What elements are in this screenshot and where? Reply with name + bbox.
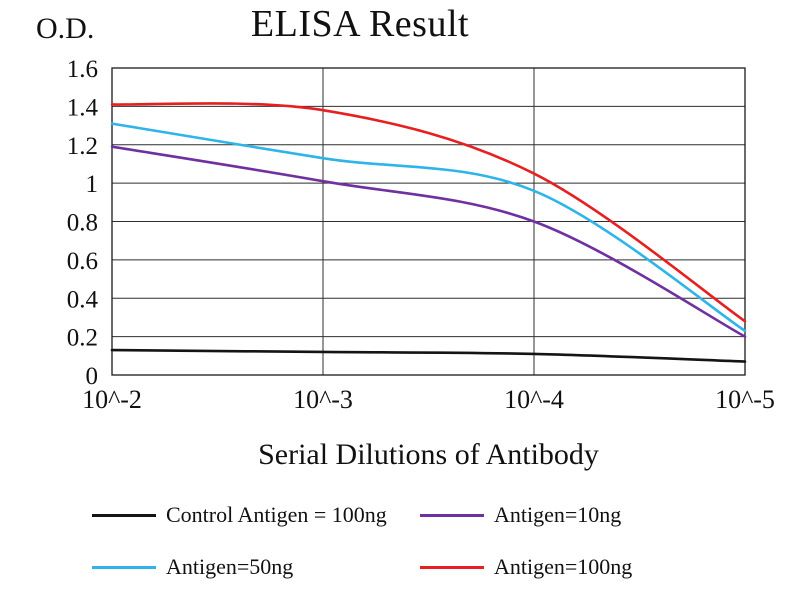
y-tick-label: 0.6 xyxy=(67,248,98,275)
x-tick-label: 10^-4 xyxy=(504,385,564,414)
elisa-line-chart: 0 0.2 0.4 0.6 0.8 1 1.2 1.4 1.6 10^-2 10^-3 10^-4 10… xyxy=(67,56,775,414)
y-tick-label: 0.8 xyxy=(67,210,98,237)
x-tick-label: 10^-3 xyxy=(293,385,353,414)
series-line-antigen-100ng xyxy=(110,102,747,323)
legend-label: Antigen=100ng xyxy=(494,554,633,579)
legend-swatch-line xyxy=(420,565,484,569)
series-line-control-antigen-100ng xyxy=(110,348,747,363)
legend-item: Antigen=10ng xyxy=(420,502,752,528)
legend: Control Antigen = 100ng Antigen=10ng Antig… xyxy=(92,502,752,580)
y-tick-label: 1.2 xyxy=(67,133,98,160)
y-tick-label: 1.4 xyxy=(67,94,99,121)
legend-label: Control Antigen = 100ng xyxy=(166,502,387,527)
y-tick-label: 0.4 xyxy=(67,286,99,313)
legend-label: Antigen=50ng xyxy=(166,554,294,579)
y-axis-title: O.D. xyxy=(36,12,95,45)
x-tick-label: 10^-5 xyxy=(715,385,775,414)
x-tick-label: 10^-2 xyxy=(82,385,142,414)
legend-swatch-line xyxy=(92,513,156,517)
legend-label: Antigen=10ng xyxy=(494,502,622,527)
series-line-antigen-50ng xyxy=(110,122,747,333)
legend-item: Antigen=100ng xyxy=(420,554,752,580)
legend-swatch-line xyxy=(420,513,484,517)
y-tick-label: 1.6 xyxy=(67,56,98,83)
y-tick-label: 0.2 xyxy=(67,325,98,352)
y-tick-label: 1 xyxy=(86,171,99,198)
y-tick-label: 0 xyxy=(86,363,99,390)
plot-border xyxy=(111,67,746,376)
legend-swatch-line xyxy=(92,565,156,569)
chart-title: ELISA Result xyxy=(250,3,470,45)
series-line-antigen-10ng xyxy=(110,145,747,338)
legend-item: Control Antigen = 100ng xyxy=(92,502,420,528)
x-axis-title: Serial Dilutions of Antibody xyxy=(258,438,599,471)
legend-item: Antigen=50ng xyxy=(92,554,420,580)
